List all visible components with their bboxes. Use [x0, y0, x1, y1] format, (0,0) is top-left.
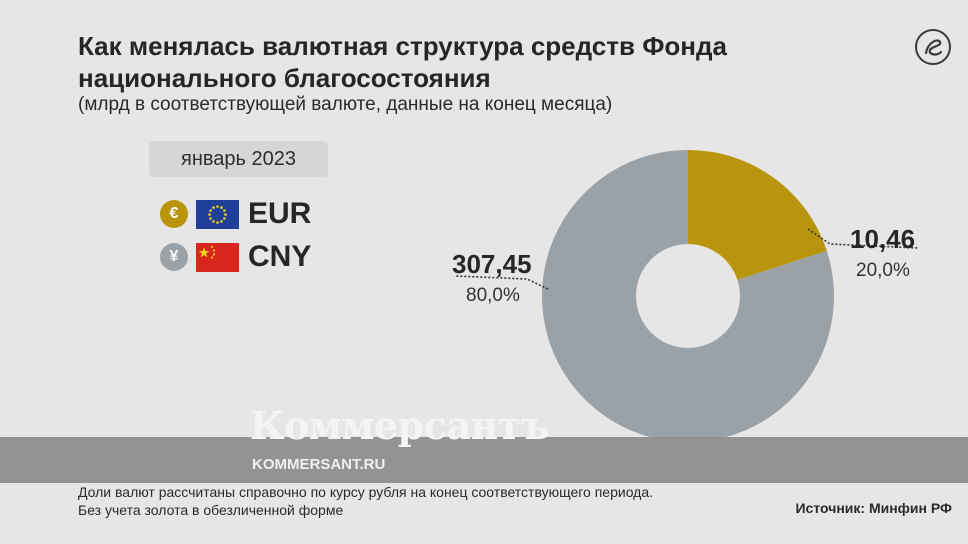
eu-flag-icon: [196, 199, 239, 229]
euro-coin-icon: €: [160, 200, 188, 228]
legend-label-cny: CNY: [248, 240, 312, 273]
watermark-url: KOMMERSANT.RU: [252, 456, 386, 473]
china-flag-icon: [196, 242, 239, 272]
footnote: Доли валют рассчитаны справочно по курсу…: [78, 483, 653, 519]
chart-subtitle: (млрд в соответствующей валюте, данные н…: [78, 94, 613, 115]
eur-leader-line: [807, 228, 919, 249]
footnote-line-1: Доли валют рассчитаны справочно по курсу…: [78, 484, 654, 500]
legend-item-eur: € EUR: [160, 197, 311, 231]
eur-value-label: 10,46: [850, 224, 916, 254]
eur-share-label: 20,0%: [856, 260, 910, 281]
period-label: январь 2023: [149, 141, 328, 177]
watermark-brand: Коммерсантъ: [250, 403, 550, 448]
cny-value-label: 307,45: [452, 249, 532, 279]
footnote-line-2: Без учета золота в обезличенной форме: [78, 502, 344, 518]
donut-hole: [636, 244, 740, 348]
kommersant-logo-icon: [915, 29, 951, 65]
legend-item-cny: ¥ CNY: [160, 240, 311, 274]
source-label: Источник: Минфин РФ: [795, 500, 952, 516]
cny-share-label: 80,0%: [466, 285, 520, 306]
yuan-coin-icon: ¥: [160, 243, 188, 271]
watermark-band: [0, 437, 968, 483]
chart-title: Как менялась валютная структура средств …: [78, 31, 727, 93]
legend-label-eur: EUR: [248, 197, 312, 230]
